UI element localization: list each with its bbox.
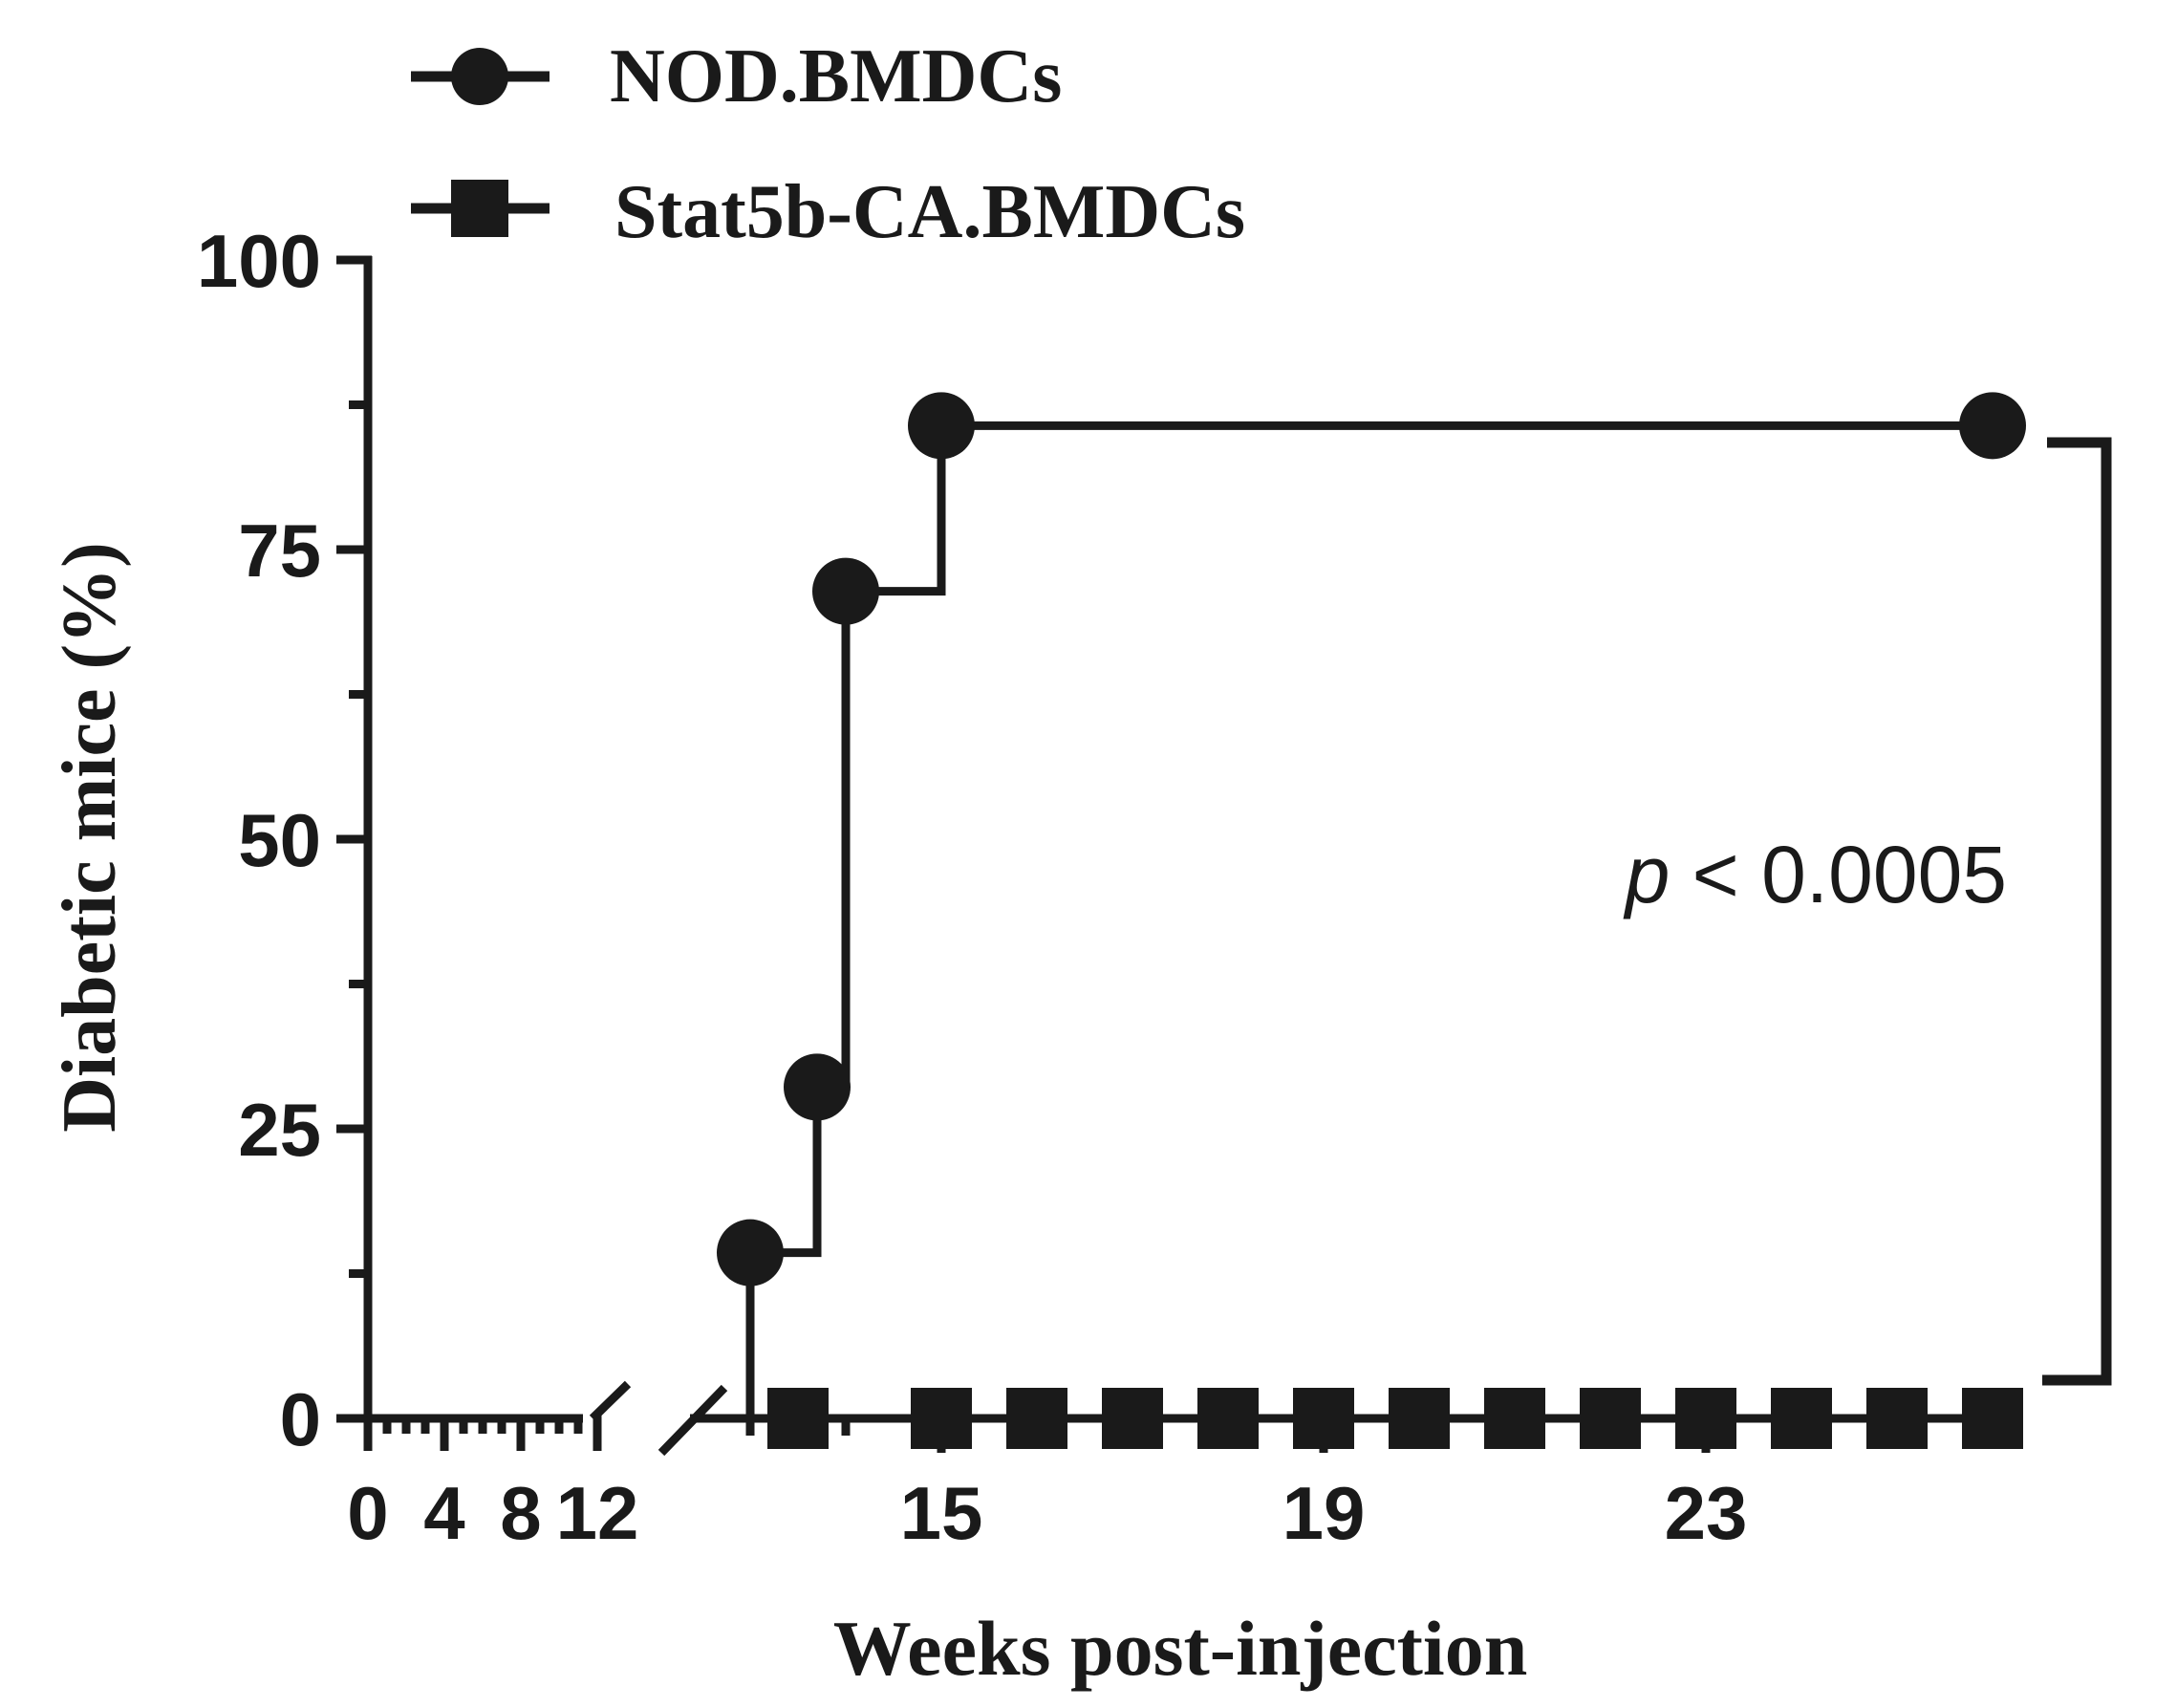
series-line-nod <box>745 421 1993 1418</box>
x-axis-label: Weeks post-injection <box>833 1605 1528 1692</box>
data-point-square <box>1484 1388 1545 1449</box>
x-tick-label: 12 <box>556 1471 639 1555</box>
y-tick-label: 25 <box>238 1088 321 1172</box>
x-tick-label: 15 <box>900 1471 983 1555</box>
plot-area <box>717 392 2026 1449</box>
data-point-square <box>1389 1388 1450 1449</box>
legend-label-nod: NOD.BMDCs <box>610 34 1062 119</box>
data-point-square <box>1580 1388 1641 1449</box>
data-point-circle <box>717 1219 784 1286</box>
legend: NOD.BMDCs Stat5b-CA.BMDCs <box>411 34 1245 254</box>
bracket-line <box>2042 437 2112 1386</box>
y-axis-label: Diabetic mice (%) <box>48 542 132 1133</box>
x-tick-label: 23 <box>1665 1471 1748 1555</box>
p-value-text: < 0.0005 <box>1670 830 2007 919</box>
x-tick-label: 19 <box>1282 1471 1366 1555</box>
data-point-circle <box>1959 392 2026 460</box>
x-tick-label: 0 <box>347 1471 388 1555</box>
x-tick-labels: 0 4 8 12 15 19 23 <box>347 1471 1747 1555</box>
y-tick-label: 50 <box>238 798 321 882</box>
y-tick-labels: 0 25 50 75 100 <box>197 219 321 1461</box>
data-point-circle <box>908 392 975 460</box>
data-point-square <box>911 1388 972 1449</box>
data-point-square <box>1866 1388 1928 1449</box>
x-axis: 0 4 8 12 15 19 23 Weeks post-injection <box>347 1380 2018 1692</box>
x-axis-break-mark-left <box>589 1380 632 1422</box>
data-point-circle <box>812 557 879 625</box>
data-point-square <box>1675 1388 1736 1449</box>
data-point-square <box>1771 1388 1832 1449</box>
data-point-square <box>1293 1388 1354 1449</box>
data-point-square <box>767 1388 829 1449</box>
p-value-annotation: p < 0.0005 <box>1623 830 2007 919</box>
legend-circle-marker <box>451 48 508 105</box>
x-tick-label: 8 <box>500 1471 541 1555</box>
y-tick-label: 100 <box>197 219 321 303</box>
y-tick-label: 0 <box>280 1377 321 1461</box>
data-point-circle <box>784 1053 851 1121</box>
legend-entry-stat5b: Stat5b-CA.BMDCs <box>411 170 1245 254</box>
y-axis: 0 25 50 75 100 Diabetic mice (%) <box>48 219 373 1461</box>
data-point-square <box>1102 1388 1163 1449</box>
legend-entry-nod: NOD.BMDCs <box>411 34 1062 119</box>
x-tick-label: 4 <box>423 1471 464 1555</box>
legend-label-stat5b: Stat5b-CA.BMDCs <box>614 170 1245 254</box>
y-tick-marks <box>336 255 372 1423</box>
significance-bracket: p < 0.0005 <box>1623 437 2112 1386</box>
legend-square-marker <box>451 180 508 237</box>
data-point-square <box>1006 1388 1067 1449</box>
data-point-square <box>1197 1388 1259 1449</box>
y-tick-label: 75 <box>238 508 321 593</box>
data-point-square <box>1962 1388 2023 1449</box>
p-symbol: p <box>1623 830 1670 919</box>
